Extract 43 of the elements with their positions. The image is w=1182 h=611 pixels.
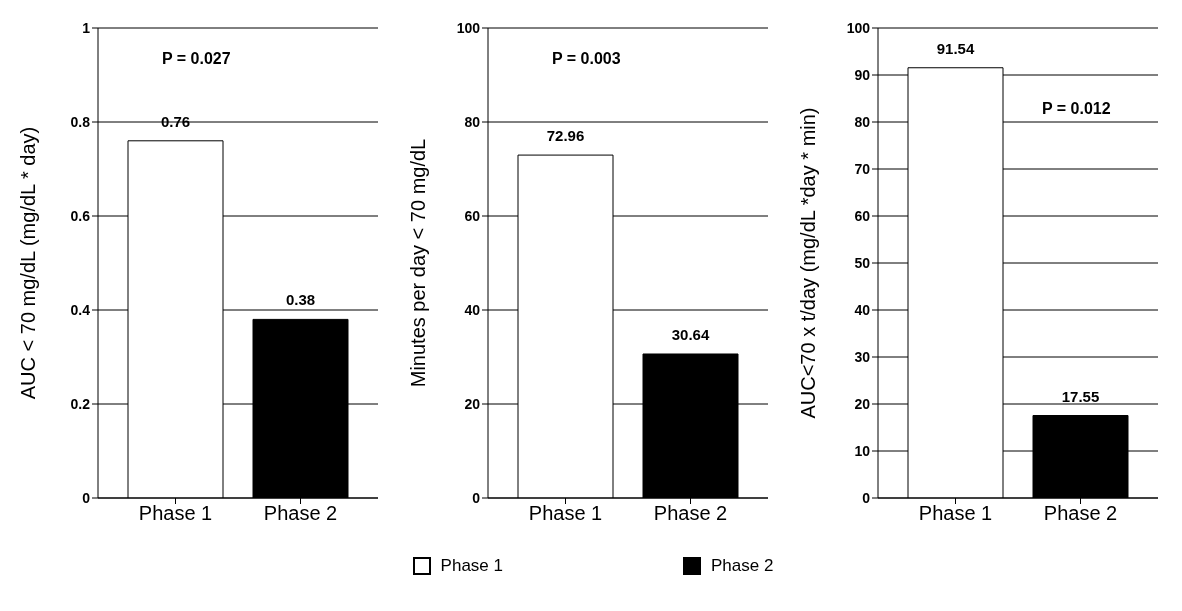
x-tick-label: Phase 2: [1043, 502, 1118, 525]
y-tick-label: 70: [854, 160, 871, 177]
x-tick-label: Phase 1: [528, 502, 603, 525]
data-label: 72.96: [546, 127, 585, 145]
y-tick-label: 10: [854, 442, 871, 459]
y-tick-label: 40: [854, 301, 871, 318]
annotation: P = 0.003: [548, 50, 625, 68]
data-label: 17.55: [1061, 387, 1100, 405]
y-tick-label: 0.4: [70, 301, 91, 318]
x-tick-label: Phase 2: [263, 502, 338, 525]
data-label: 91.54: [936, 39, 975, 57]
data-label: 0.76: [160, 112, 191, 130]
y-tick-label: 80: [854, 113, 871, 130]
y-tick-label: 20: [464, 395, 481, 412]
y-tick-label: 50: [854, 254, 871, 271]
x-tick-label: Phase 1: [138, 502, 213, 525]
y-tick-label: 20: [854, 395, 871, 412]
legend-label: Phase 1: [440, 556, 503, 576]
y-tick-label: 60: [854, 207, 871, 224]
y-tick-label: 30: [854, 348, 871, 365]
y-tick-label: 80: [464, 113, 481, 130]
y-tick-label: 1: [82, 19, 91, 36]
y-tick-label: 40: [464, 301, 481, 318]
annotation: P = 0.027: [158, 50, 235, 68]
x-tick-label: Phase 1: [918, 502, 993, 525]
y-axis-title: Minutes per day < 70 mg/dL: [407, 138, 430, 388]
y-tick-label: 60: [464, 207, 481, 224]
y-tick-label: 0: [82, 489, 91, 506]
y-axis-title: AUC < 70 mg/dL (mg/dL * day): [17, 126, 40, 400]
y-tick-label: 0.2: [70, 395, 91, 412]
y-tick-label: 100: [456, 19, 481, 36]
y-tick-label: 100: [846, 19, 871, 36]
annotation: P = 0.012: [1038, 100, 1115, 118]
y-tick-label: 90: [854, 66, 871, 83]
x-tick-label: Phase 2: [653, 502, 728, 525]
y-axis-title: AUC<70 x t/day (mg/dL *day * min): [797, 107, 820, 419]
data-label: 30.64: [671, 325, 710, 343]
y-tick-label: 0: [862, 489, 871, 506]
legend-label: Phase 2: [711, 556, 774, 576]
y-tick-label: 0.6: [70, 207, 91, 224]
y-tick-label: 0: [472, 489, 481, 506]
data-label: 0.38: [285, 291, 316, 309]
y-tick-label: 0.8: [70, 113, 91, 130]
